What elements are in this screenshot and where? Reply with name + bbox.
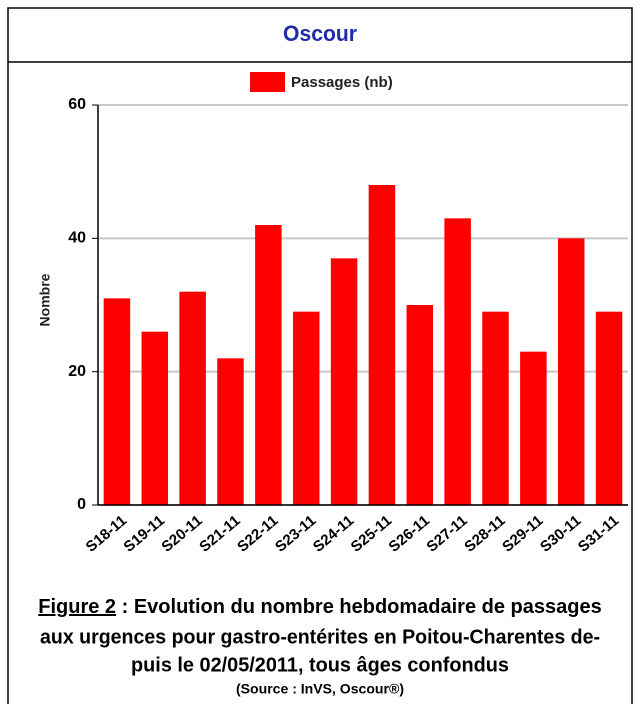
bar — [292, 311, 320, 505]
caption-figure: Figure 2 — [38, 596, 116, 618]
x-tick-label: S28-11 — [461, 512, 508, 556]
caption-line: Figure 2 : Evolution du nombre hebdomada… — [38, 596, 601, 618]
x-tick-label: S21-11 — [196, 512, 243, 556]
x-tick-label: S30-11 — [537, 512, 584, 556]
caption-line: puis le 02/05/2011, tous âges confondus — [131, 654, 509, 676]
bar — [217, 358, 244, 505]
x-tick-label: S31-11 — [575, 512, 622, 556]
bar — [179, 291, 206, 505]
bar — [330, 258, 358, 505]
bar — [595, 311, 623, 505]
y-tick-label: 20 — [68, 363, 86, 380]
x-tick-label: S18-11 — [83, 512, 130, 556]
caption-source: (Source : InVS, Oscour®) — [236, 681, 404, 697]
x-tick-label: S19-11 — [121, 512, 168, 556]
legend-label: Passages (nb) — [291, 74, 393, 91]
header-title: Oscour — [283, 21, 357, 46]
caption-line: aux urgences pour gastro-entérites en Po… — [40, 626, 600, 648]
frame — [7, 7, 633, 704]
caption-text: : Evolution du nombre hebdomadaire de pa… — [116, 596, 602, 618]
x-tick-label: S27-11 — [423, 512, 470, 556]
x-tick-label: S23-11 — [272, 512, 319, 556]
x-tick-label: S22-11 — [234, 512, 281, 556]
x-tick-label: S29-11 — [499, 512, 546, 556]
bar — [557, 238, 585, 506]
bar — [406, 305, 434, 505]
y-tick-label: 60 — [68, 96, 86, 113]
y-tick-label: 0 — [77, 496, 86, 513]
legend-swatch — [250, 72, 285, 92]
x-tick-label: S26-11 — [386, 512, 433, 556]
bar — [141, 331, 169, 505]
bar — [444, 218, 471, 506]
x-tick-label: S24-11 — [310, 512, 357, 556]
y-axis-label: Nombre — [37, 273, 53, 326]
bar — [255, 225, 282, 505]
bar — [520, 351, 547, 505]
bar — [103, 298, 131, 505]
bar — [368, 185, 396, 505]
bar — [482, 311, 509, 505]
x-tick-label: S20-11 — [158, 512, 205, 556]
x-tick-label: S25-11 — [348, 512, 395, 556]
y-tick-label: 40 — [68, 230, 86, 247]
